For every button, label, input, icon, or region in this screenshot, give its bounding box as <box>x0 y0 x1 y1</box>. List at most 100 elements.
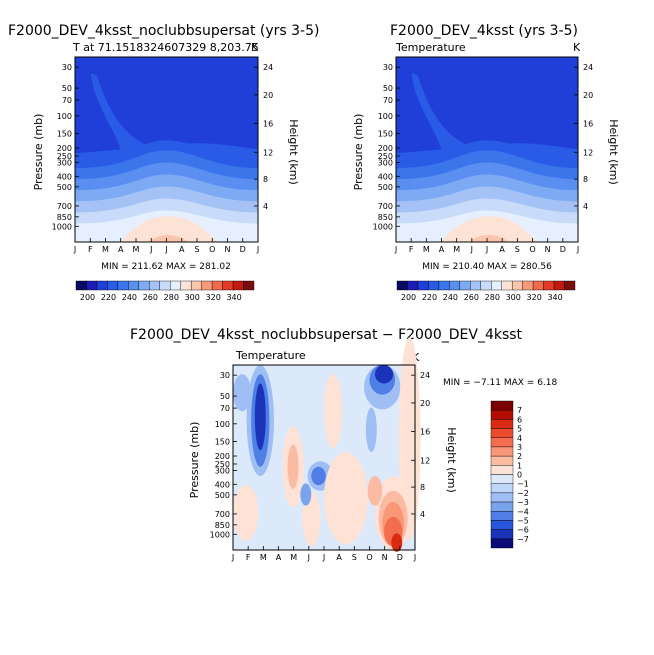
diff-colorbar-label: −3 <box>517 498 529 507</box>
colorbar-label: 280 <box>164 293 179 302</box>
panel-3-min-max: MIN = −7.11 MAX = 6.18 <box>443 378 558 388</box>
colorbar-swatch <box>117 280 129 291</box>
y-tick-label: 50 <box>62 84 72 93</box>
panel-3-ylabel: Pressure (mb) <box>188 422 201 499</box>
colorbar-swatch <box>449 280 461 291</box>
panel-2-min-max: MIN = 210.40 MAX = 280.56 <box>422 262 552 272</box>
colorbar-swatch <box>428 280 440 291</box>
diff-colorbar-swatch <box>490 511 514 521</box>
panel-2-ylabel: Pressure (mb) <box>352 114 365 191</box>
colorbar-label: 200 <box>80 293 95 302</box>
colorbar-swatch <box>491 280 502 291</box>
band-cold-upper <box>396 57 578 150</box>
panel-1-ylabel: Pressure (mb) <box>32 114 45 191</box>
colorbar-swatch <box>438 280 450 291</box>
colorbar-swatch <box>222 280 234 291</box>
x-tick-label: O <box>366 553 372 562</box>
y-tick-label: 200 <box>57 144 72 153</box>
diff-colorbar-swatch <box>490 465 514 475</box>
diff-colorbar-swatch <box>490 419 514 429</box>
colorbar-swatch <box>564 280 576 291</box>
y-tick-label: 150 <box>378 129 393 138</box>
diff-colorbar-label: −2 <box>517 489 529 498</box>
diff-colorbar-swatch <box>490 455 514 466</box>
y-tick-label: 1000 <box>373 222 393 231</box>
colorbar-swatch <box>459 280 471 291</box>
band-summer-warmest <box>148 235 189 242</box>
y-right-tick-label: 20 <box>263 91 273 100</box>
x-tick-label: J <box>73 245 76 254</box>
panel-2-unit: K <box>573 41 581 54</box>
x-tick-label: A <box>439 245 445 254</box>
y-tick-label: 30 <box>383 63 393 72</box>
colorbar-swatch <box>501 280 513 291</box>
colorbar-swatch <box>511 280 523 291</box>
x-tick-label: N <box>545 245 551 254</box>
diff-colorbar-swatch <box>490 437 514 448</box>
band-summer-warm <box>120 216 218 242</box>
colorbar-swatch <box>138 280 150 291</box>
x-tick-label: A <box>336 553 342 562</box>
y-right-tick-label: 12 <box>583 148 593 157</box>
x-tick-label: S <box>194 245 199 254</box>
y-tick-label: 250 <box>57 152 72 161</box>
x-tick-label: O <box>529 245 535 254</box>
y-tick-label: 500 <box>57 183 72 192</box>
diff-contour <box>365 407 377 452</box>
diff-colorbar-label: 4 <box>517 434 522 443</box>
colorbar-swatch <box>86 280 98 291</box>
panel-1-noclubbsupersat: F2000_DEV_4ksst_noclubbsupersat (yrs 3-5… <box>8 23 319 302</box>
y-tick-label: 250 <box>378 152 393 161</box>
y-right-tick-label: 16 <box>420 428 430 437</box>
diff-contour <box>367 476 383 506</box>
panel-3-difference: F2000_DEV_4ksst_noclubbsupersat − F2000_… <box>130 327 558 562</box>
colorbar-swatch <box>159 280 171 291</box>
diff-colorbar-label: −7 <box>517 535 529 544</box>
colorbar-label: 300 <box>185 293 200 302</box>
colorbar-label: 320 <box>206 293 221 302</box>
diff-contour <box>287 444 299 489</box>
colorbar-label: 340 <box>226 293 241 302</box>
x-tick-label: M <box>260 553 267 562</box>
y-tick-label: 200 <box>378 144 393 153</box>
x-tick-label: J <box>322 553 325 562</box>
x-tick-label: S <box>515 245 520 254</box>
y-tick-label: 700 <box>378 202 393 211</box>
diff-colorbar-swatch <box>490 428 514 438</box>
y-tick-label: 850 <box>378 213 393 222</box>
y-right-tick-label: 4 <box>583 202 588 211</box>
diff-colorbar-label: −1 <box>517 480 529 489</box>
colorbar-swatch <box>522 280 534 291</box>
diff-colorbar-swatch <box>490 501 514 512</box>
y-tick-label: 300 <box>378 158 393 167</box>
y-tick-label: 700 <box>215 510 230 519</box>
colorbar-swatch <box>180 280 192 291</box>
diff-colorbar-swatch <box>490 400 514 411</box>
diff-contour <box>311 466 326 486</box>
x-tick-label: N <box>382 553 388 562</box>
colorbar-label: 220 <box>101 293 116 302</box>
x-tick-label: J <box>485 245 488 254</box>
colorbar-swatch <box>75 280 87 291</box>
panel-3-subtitle: Temperature <box>235 349 306 362</box>
y-tick-label: 200 <box>215 452 230 461</box>
x-tick-label: A <box>179 245 185 254</box>
y-right-tick-label: 16 <box>583 120 593 129</box>
x-tick-label: D <box>397 553 403 562</box>
y-tick-label: 70 <box>220 404 230 413</box>
y-tick-label: 30 <box>62 63 72 72</box>
y-right-tick-label: 12 <box>420 456 430 465</box>
colorbar-label: 240 <box>443 293 458 302</box>
y-tick-label: 50 <box>383 84 393 93</box>
y-tick-label: 500 <box>378 183 393 192</box>
panel-3-ylabel-right: Height (km) <box>445 427 458 493</box>
diff-colorbar-label: −5 <box>517 516 529 525</box>
colorbar-swatch <box>96 280 108 291</box>
diff-colorbar-swatch <box>490 492 514 503</box>
x-tick-label: M <box>102 245 109 254</box>
x-tick-label: J <box>307 553 310 562</box>
colorbar-label: 260 <box>143 293 158 302</box>
panel-1-subtitle: T at 71.1518324607329 8,203.75 <box>72 41 259 54</box>
x-tick-label: J <box>576 245 579 254</box>
